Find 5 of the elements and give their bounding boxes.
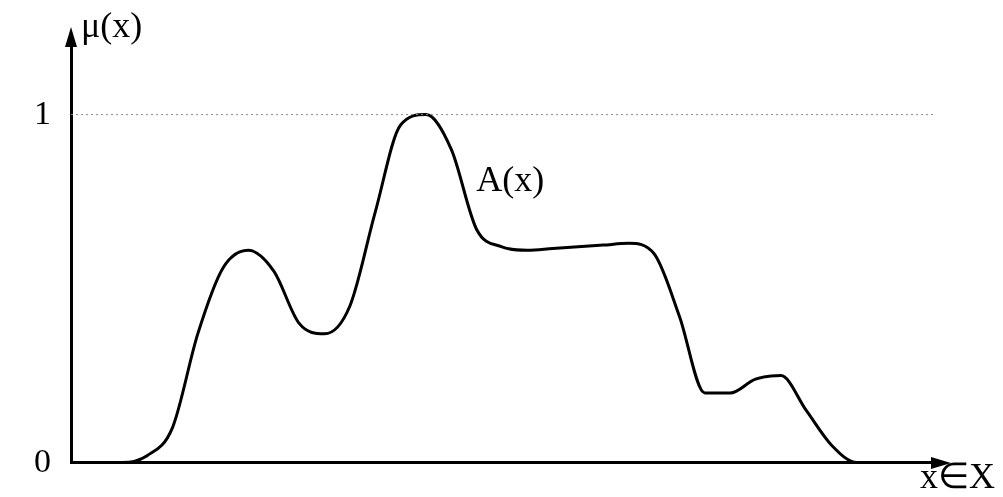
y-axis-title: μ(x) <box>81 5 143 45</box>
y-tick-label: 1 <box>34 93 51 131</box>
y-tick-label: 0 <box>34 441 51 479</box>
annotation: A(x) <box>476 159 545 200</box>
x-axis-title: x∈X <box>920 456 995 496</box>
